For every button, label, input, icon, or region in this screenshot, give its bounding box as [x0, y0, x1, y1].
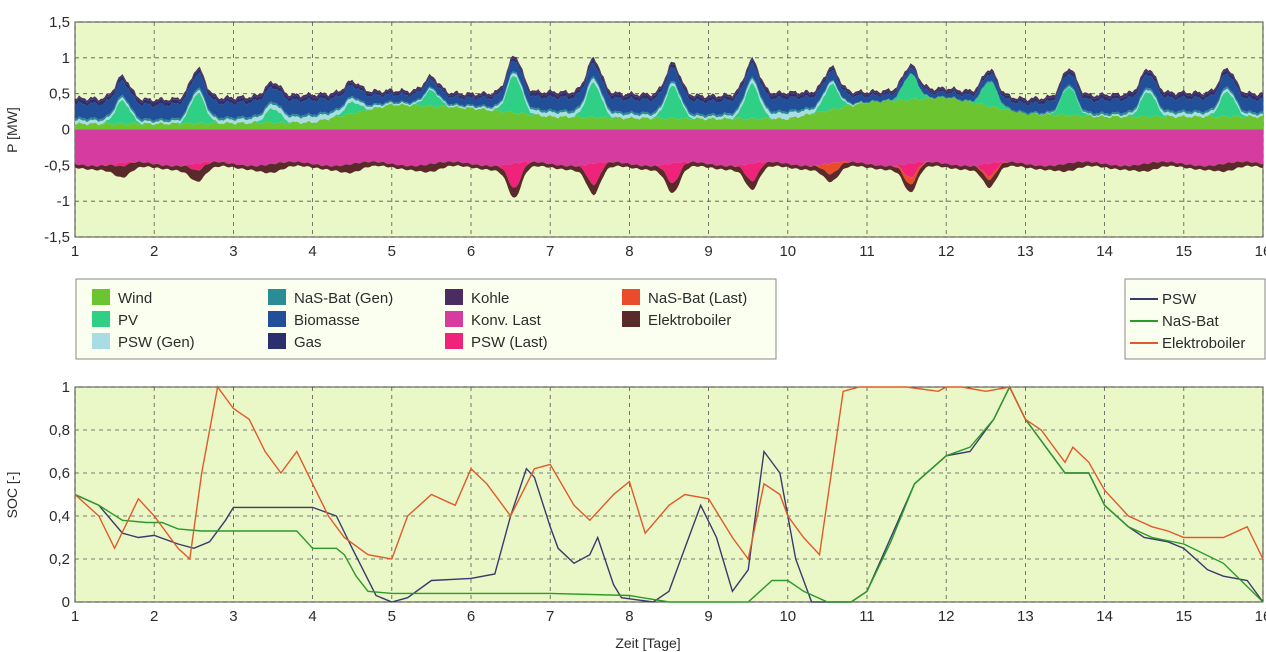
legend-swatch — [445, 333, 463, 349]
legend-label: NaS-Bat (Last) — [648, 290, 747, 307]
legend-label: NaS-Bat (Gen) — [294, 290, 393, 307]
soc-chart-x-axis-label: Zeit [Tage] — [615, 635, 680, 651]
soc-chart-x-tick-labels: 12345678910111213141516 — [71, 608, 1266, 625]
legend-label: NaS-Bat — [1162, 313, 1220, 330]
legend-label: Konv. Last — [471, 312, 542, 329]
legend-main: Wind PV PSW (Gen) NaS-Bat (Gen) Biomasse Gas K… — [75, 278, 777, 360]
soc-chart-x-tick-label: 13 — [1017, 608, 1034, 625]
power-chart-x-tick-labels: 12345678910111213141516 — [71, 243, 1266, 260]
legend-swatch — [445, 311, 463, 327]
power-chart-x-tick-label: 4 — [308, 243, 316, 260]
legend-label: Kohle — [471, 290, 509, 307]
legend-main-box — [75, 278, 777, 360]
soc-chart-y-tick-label: 0,4 — [49, 508, 70, 525]
legend-swatch — [622, 311, 640, 327]
soc-chart-x-tick-label: 14 — [1096, 608, 1113, 625]
power-chart-x-tick-label: 16 — [1255, 243, 1266, 260]
line-elektroboiler — [74, 385, 1264, 561]
legend-swatch — [92, 289, 110, 305]
power-chart-y-tick-label: 1,5 — [49, 14, 70, 31]
legend-label: PSW — [1162, 291, 1197, 308]
power-chart-x-tick-label: 8 — [625, 243, 633, 260]
power-chart-y-tick-labels: 1,5 1 0,5 0 -0,5 -1 -1,5 — [44, 14, 70, 246]
legend-label: PV — [118, 312, 138, 329]
area-gas — [75, 58, 1263, 108]
soc-chart-plot-area — [74, 386, 1264, 603]
power-chart: 1,510,50-0,5-1-1,5 1 2 3 4 5 6 7 8 9 10 11 12 13 14 15… — [4, 14, 1266, 260]
power-chart-x-tick-label: 1 — [71, 243, 79, 260]
area-pv — [75, 73, 1263, 126]
soc-chart-x-tick-label: 7 — [546, 608, 554, 625]
power-chart-x-tick-label: 6 — [467, 243, 475, 260]
soc-chart-lines — [74, 385, 1264, 603]
legend-swatch — [92, 333, 110, 349]
soc-chart-x-tick-label: 15 — [1175, 608, 1192, 625]
soc-chart-x-tick-label: 1 — [71, 608, 79, 625]
power-chart-y-tick-label: 0 — [62, 122, 70, 139]
power-chart-x-tick-label: 10 — [779, 243, 796, 260]
legend-soc-box — [1124, 278, 1266, 360]
legend-swatch — [445, 289, 463, 305]
area-konv-last — [75, 129, 1263, 167]
legend-label: Gas — [294, 334, 322, 351]
soc-chart-x-tick-label: 5 — [388, 608, 396, 625]
legend-swatch — [622, 289, 640, 305]
power-chart-x-tick-label: 3 — [229, 243, 237, 260]
power-chart-x-tick-label: 11 — [859, 243, 875, 260]
power-chart-y-tick-label: -1 — [57, 193, 70, 210]
power-chart-y-tick-label: -1,5 — [44, 229, 70, 246]
soc-chart-x-tick-label: 2 — [150, 608, 158, 625]
legend-soc: PSW NaS-Bat Elektroboiler — [1124, 278, 1266, 360]
power-chart-y-tick-label: 1 — [62, 50, 70, 67]
legend-swatch — [268, 333, 286, 349]
soc-chart-y-tick-label: 0,8 — [49, 422, 70, 439]
soc-chart-x-tick-label: 16 — [1255, 608, 1266, 625]
power-chart-x-tick-label: 14 — [1096, 243, 1113, 260]
power-chart-x-tick-label: 13 — [1017, 243, 1034, 260]
legend-label: Wind — [118, 290, 152, 307]
power-chart-y-tick-label: 0,5 — [49, 86, 70, 103]
power-chart-x-tick-label: 2 — [150, 243, 158, 260]
soc-chart-x-tick-label: 11 — [859, 608, 875, 625]
soc-chart-x-tick-label: 8 — [625, 608, 633, 625]
legend-label: PSW (Last) — [471, 334, 548, 351]
soc-chart-y-tick-label: 0,2 — [49, 551, 70, 568]
soc-chart-x-tick-label: 3 — [229, 608, 237, 625]
legend-label: PSW (Gen) — [118, 334, 195, 351]
legend-label: Elektroboiler — [648, 312, 731, 329]
legend-swatch — [92, 311, 110, 327]
power-chart-y-axis-label: P [MW] — [4, 107, 20, 153]
soc-chart-y-tick-label: 0,6 — [49, 465, 70, 482]
power-chart-x-tick-label: 7 — [546, 243, 554, 260]
power-chart-x-tick-label: 9 — [704, 243, 712, 260]
area-psw-last- — [75, 161, 1263, 188]
soc-chart: 10,80,60,40,20 12345678910111213141516 S… — [4, 379, 1266, 651]
power-chart-x-tick-label: 12 — [938, 243, 955, 260]
soc-chart-y-tick-label: 1 — [62, 379, 70, 396]
soc-chart-x-tick-label: 6 — [467, 608, 475, 625]
legend-label: Biomasse — [294, 312, 360, 329]
power-chart-x-tick-label: 15 — [1175, 243, 1192, 260]
area-elektroboiler — [75, 161, 1263, 198]
legend-swatch — [268, 289, 286, 305]
soc-chart-x-tick-label: 9 — [704, 608, 712, 625]
area-wind — [75, 96, 1263, 130]
power-chart-y-tick-label: -0,5 — [44, 157, 70, 174]
soc-chart-y-tick-label: 0 — [62, 594, 70, 611]
legend-swatch — [268, 311, 286, 327]
power-chart-areas — [75, 55, 1263, 198]
soc-chart-x-tick-label: 12 — [938, 608, 955, 625]
soc-chart-x-tick-label: 10 — [779, 608, 796, 625]
legend-label: Elektroboiler — [1162, 335, 1245, 352]
area-biomasse — [75, 60, 1263, 121]
soc-chart-x-tick-label: 4 — [308, 608, 316, 625]
line-nas-bat — [74, 385, 1264, 603]
soc-chart-y-tick-labels: 1 0,8 0,6 0,4 0,2 0 — [49, 379, 70, 611]
power-chart-x-tick-label: 5 — [388, 243, 396, 260]
soc-chart-y-axis-label: SOC [-] — [4, 472, 20, 519]
